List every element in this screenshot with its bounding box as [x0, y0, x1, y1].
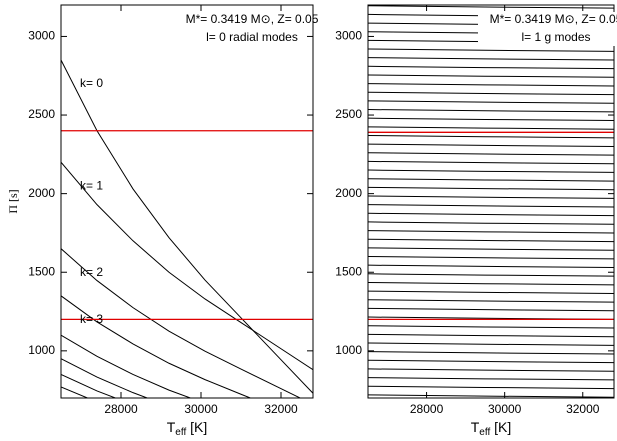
mode-label: k= 0	[80, 76, 103, 90]
mode-line	[368, 74, 614, 78]
mode-line	[368, 143, 614, 147]
mode-line	[368, 325, 614, 329]
x-axis-label-part: eff	[479, 427, 490, 438]
y-tick-label: 1500	[28, 264, 55, 278]
mode-line	[368, 394, 614, 398]
frame	[367, 4, 615, 399]
mode-line	[368, 169, 614, 173]
y-tick-label: 1000	[335, 343, 362, 357]
plot-area	[61, 59, 313, 398]
mode-line	[368, 48, 614, 52]
mode-line	[368, 204, 614, 208]
mode-line	[368, 65, 614, 70]
mode-line	[368, 247, 614, 251]
annotation: l= 1 g modes	[521, 30, 590, 44]
x-axis-label-part: [K]	[186, 419, 207, 435]
mode-line	[368, 377, 614, 381]
mode-line	[368, 351, 614, 355]
mode-line	[368, 134, 614, 139]
mode-line	[368, 126, 614, 130]
y-tick-label: 2000	[335, 186, 362, 200]
mode-line	[368, 160, 614, 165]
y-tick-label: 1000	[28, 343, 55, 357]
x-tick-label: 30000	[488, 402, 522, 416]
mode-line	[368, 212, 614, 217]
mode-line	[368, 221, 614, 225]
annotation: l= 0 radial modes	[206, 30, 298, 44]
mode-line	[61, 334, 192, 398]
mode-label: k= 1	[80, 178, 103, 192]
mode-line	[368, 273, 614, 277]
x-axis-label-part: T	[471, 419, 480, 435]
x-tick-label: 32000	[264, 402, 298, 416]
mode-line	[368, 186, 614, 191]
mode-line	[368, 109, 614, 113]
x-tick-label: 32000	[566, 402, 600, 416]
mode-line	[61, 295, 252, 398]
x-axis-label: Teff [K]	[167, 419, 208, 438]
frame	[60, 4, 314, 399]
y-tick-label: 2500	[28, 107, 55, 121]
mode-line	[368, 264, 614, 269]
mode-line	[368, 359, 614, 364]
mode-line	[368, 307, 614, 312]
x-axis-label-part: [K]	[490, 419, 511, 435]
y-tick-label: 3000	[28, 29, 55, 43]
mode-line	[368, 333, 614, 338]
x-tick-label: 28000	[410, 402, 444, 416]
mode-line	[368, 290, 614, 294]
mode-line	[368, 342, 614, 346]
mode-line	[368, 385, 614, 390]
x-axis-label: Teff [K]	[471, 419, 512, 438]
x-tick-label: 28000	[104, 402, 138, 416]
mode-line	[368, 117, 614, 122]
mode-line	[368, 152, 614, 156]
mode-line	[368, 178, 614, 182]
mode-label: k= 3	[80, 312, 103, 326]
mode-line	[61, 161, 313, 371]
y-axis-label: Π [s]	[6, 189, 20, 213]
x-axis-label-part: eff	[175, 427, 186, 438]
mode-line	[368, 91, 614, 96]
y-tick-label: 2000	[28, 186, 55, 200]
mode-line	[368, 100, 614, 104]
annotation: M*= 0.3419 M⊙, Z= 0.05	[186, 12, 319, 26]
mode-line	[61, 59, 313, 394]
plot-area	[368, 5, 614, 398]
mode-line	[368, 281, 614, 286]
mode-line	[368, 230, 614, 234]
mode-line	[61, 373, 117, 398]
mode-line	[61, 358, 149, 398]
annotation-box	[478, 12, 617, 46]
mode-label: k= 2	[80, 265, 103, 279]
mode-line	[368, 238, 614, 243]
mode-line	[368, 256, 614, 260]
mode-line	[368, 57, 614, 61]
mode-line	[368, 368, 614, 372]
x-tick-label: 30000	[184, 402, 218, 416]
mode-line	[368, 83, 614, 87]
mode-line	[368, 195, 614, 199]
mode-line	[368, 5, 614, 9]
mode-line	[368, 299, 614, 303]
y-tick-label: 3000	[335, 29, 362, 43]
mode-line	[61, 248, 302, 398]
x-axis-label-part: T	[167, 419, 176, 435]
annotation: M*= 0.3419 M⊙, Z= 0.05	[490, 12, 617, 26]
y-tick-label: 1500	[335, 264, 362, 278]
y-tick-label: 2500	[335, 107, 362, 121]
